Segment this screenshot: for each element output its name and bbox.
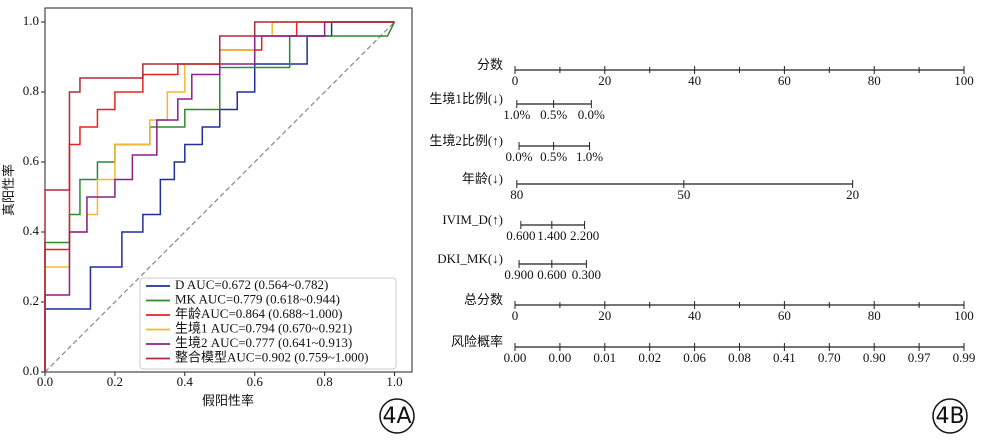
legend-label: 生境2 AUC=0.777 (0.641~0.913) xyxy=(175,335,352,350)
reference-line xyxy=(44,21,395,373)
x-tick-label: 1.0 xyxy=(386,374,402,389)
tick-label: 0.08 xyxy=(728,350,751,365)
legend-label: 整合模型AUC=0.902 (0.759~1.000) xyxy=(175,349,368,364)
tick-label: 0.06 xyxy=(683,350,706,365)
row-label: IVIM_D(↑) xyxy=(442,212,503,227)
tick-label: 0.70 xyxy=(818,350,841,365)
tick-label: 0.600 xyxy=(537,267,566,282)
tick-label: 100 xyxy=(954,73,974,88)
tick-label: 20 xyxy=(598,73,611,88)
tick-label: 20 xyxy=(846,187,859,202)
tick-label: 0 xyxy=(512,308,519,323)
tick-label: 20 xyxy=(598,308,611,323)
legend-box xyxy=(139,277,397,370)
roc-curve xyxy=(44,21,395,372)
tick-label: 0.97 xyxy=(908,350,931,365)
legend-label: D AUC=0.672 (0.564~0.782) xyxy=(175,277,328,292)
tick-label: 0 xyxy=(512,73,519,88)
y-tick-label: 1.0 xyxy=(23,13,39,28)
tick-label: 60 xyxy=(778,308,791,323)
tick-label: 0.00 xyxy=(504,350,527,365)
x-axis-label: 假阳性率 xyxy=(202,393,254,408)
tick-label: 0.00 xyxy=(549,350,572,365)
tick-label: 1.0% xyxy=(576,149,603,164)
tick-label: 40 xyxy=(688,308,701,323)
legend-label: MK AUC=0.779 (0.618~0.944) xyxy=(175,291,340,306)
x-tick-label: 0.8 xyxy=(316,374,332,389)
tick-label: 1.400 xyxy=(537,228,566,243)
row-label: 分数 xyxy=(477,57,503,72)
roc-curve xyxy=(44,21,395,372)
y-axis-label: 真阳性率 xyxy=(1,164,16,216)
y-tick-label: 0.6 xyxy=(23,153,40,168)
tick-label: 2.200 xyxy=(570,228,599,243)
panel-label: 4A xyxy=(382,404,411,429)
x-tick-label: 0.0 xyxy=(37,374,53,389)
tick-label: 0.900 xyxy=(504,267,533,282)
tick-label: 80 xyxy=(868,73,881,88)
legend-label: 年龄AUC=0.864 (0.688~1.000) xyxy=(175,306,342,321)
tick-label: 50 xyxy=(677,187,690,202)
tick-label: 80 xyxy=(510,187,523,202)
tick-label: 1.0% xyxy=(503,107,530,122)
panel-circle xyxy=(932,398,968,434)
tick-label: 60 xyxy=(778,73,791,88)
row-label: 生境1比例(↓) xyxy=(429,91,503,106)
tick-label: 100 xyxy=(954,308,974,323)
row-label: 风险概率 xyxy=(451,334,503,349)
tick-label: 0.5% xyxy=(540,149,567,164)
tick-label: 0.02 xyxy=(638,350,661,365)
row-label: 总分数 xyxy=(464,292,503,307)
y-tick-label: 0.4 xyxy=(23,223,40,238)
roc-curve xyxy=(44,21,395,372)
tick-label: 80 xyxy=(868,308,881,323)
panel-circle xyxy=(379,398,415,434)
tick-label: 0.99 xyxy=(953,350,976,365)
tick-label: 0.5% xyxy=(540,107,567,122)
row-label: 年龄(↓) xyxy=(462,171,503,186)
x-tick-label: 0.2 xyxy=(107,374,123,389)
x-tick-label: 0.6 xyxy=(247,374,264,389)
tick-label: 0.300 xyxy=(572,267,601,282)
y-tick-label: 0.8 xyxy=(23,83,39,98)
x-tick-label: 0.4 xyxy=(177,374,194,389)
row-label: 生境2比例(↑) xyxy=(429,133,503,148)
tick-label: 0.90 xyxy=(863,350,886,365)
tick-label: 0.0% xyxy=(505,149,532,164)
legend-label: 生境1 AUC=0.794 (0.670~0.921) xyxy=(175,320,352,335)
tick-label: 0.600 xyxy=(506,228,535,243)
tick-label: 0.41 xyxy=(773,350,796,365)
y-tick-label: 0.0 xyxy=(23,363,39,378)
tick-label: 0.01 xyxy=(593,350,616,365)
panel-label: 4B xyxy=(935,404,964,429)
tick-label: 0.0% xyxy=(578,107,605,122)
tick-label: 40 xyxy=(688,73,701,88)
y-tick-label: 0.2 xyxy=(23,293,39,308)
row-label: DKI_MK(↓) xyxy=(437,251,503,266)
